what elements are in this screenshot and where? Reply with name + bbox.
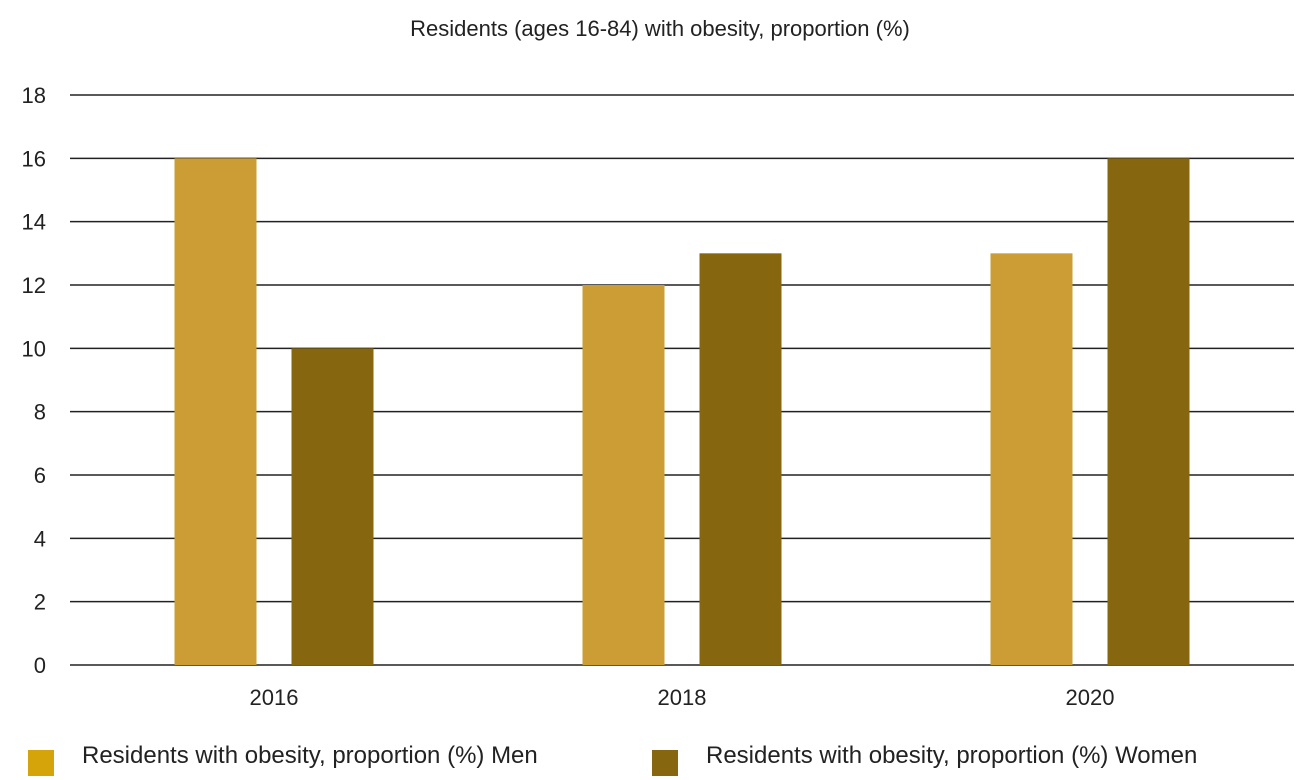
bar-women-2020	[1107, 158, 1190, 666]
x-tick-label: 2020	[1066, 685, 1115, 710]
legend: Residents with obesity, proportion (%) M…	[0, 736, 1296, 776]
legend-label-women: Residents with obesity, proportion (%) W…	[706, 742, 1198, 769]
legend-swatch-women	[652, 750, 678, 776]
bar-women-2018	[699, 253, 782, 666]
x-axis-ticks: 2016 2018 2020	[250, 685, 1115, 710]
y-axis-ticks: 0 2 4 6 8 10 12 14 16 18	[22, 83, 46, 678]
bar-men-2018	[582, 285, 665, 665]
chart-title: Residents (ages 16-84) with obesity, pro…	[410, 16, 910, 41]
y-tick-label: 12	[22, 273, 46, 298]
legend-item-women: Residents with obesity, proportion (%) W…	[652, 736, 1197, 776]
legend-swatch-men	[28, 750, 54, 776]
gridlines	[70, 94, 1294, 666]
y-tick-label: 16	[22, 146, 46, 171]
y-tick-label: 4	[34, 526, 46, 551]
y-tick-label: 6	[34, 463, 46, 488]
bar-men-2016	[174, 158, 257, 666]
y-tick-label: 8	[34, 400, 46, 425]
y-tick-label: 10	[22, 336, 46, 361]
bar-women-2016	[291, 348, 374, 665]
y-tick-label: 2	[34, 590, 46, 615]
x-tick-label: 2016	[250, 685, 299, 710]
y-tick-label: 14	[22, 210, 46, 235]
legend-label-men: Residents with obesity, proportion (%) M…	[82, 742, 538, 769]
y-tick-label: 18	[22, 83, 46, 108]
bar-men-2020	[990, 253, 1073, 666]
legend-item-men: Residents with obesity, proportion (%) M…	[28, 736, 538, 776]
bars	[174, 158, 1190, 666]
x-tick-label: 2018	[658, 685, 707, 710]
y-tick-label: 0	[34, 653, 46, 678]
